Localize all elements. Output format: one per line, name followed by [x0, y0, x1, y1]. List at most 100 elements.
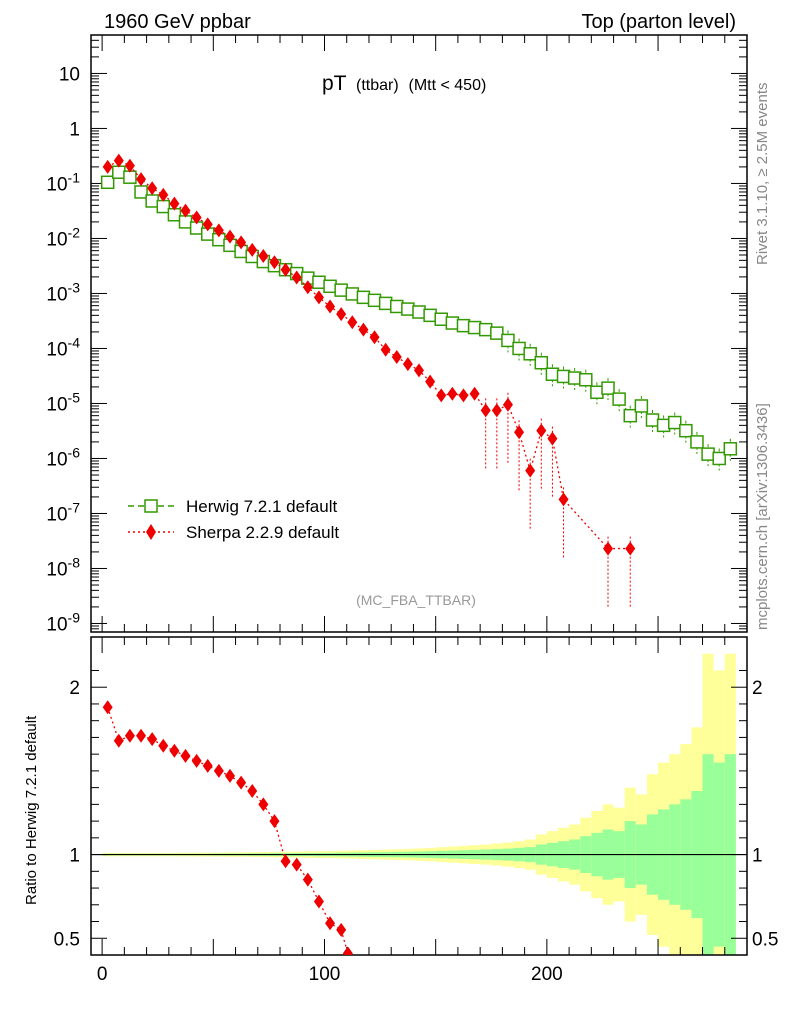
herwig-point: [345, 287, 360, 301]
plot-title-sub1: (ttbar): [356, 77, 399, 94]
herwig-point: [401, 302, 415, 316]
sherpa-point: [224, 229, 235, 244]
sherpa-ratio-point: [336, 922, 347, 937]
legend-entry-herwig: Herwig 7.2.1 default: [128, 497, 337, 516]
sherpa-ratio-point: [313, 894, 324, 909]
legend-sherpa-label: Sherpa 2.2.9 default: [186, 523, 339, 542]
herwig-point: [579, 372, 593, 387]
sherpa-ratio-point: [202, 758, 213, 773]
sherpa-point: [469, 386, 480, 401]
ratio-axis-label: Ratio to Herwig 7.2.1 default: [23, 715, 40, 905]
sherpa-ratio-point: [325, 916, 336, 931]
herwig-point: [334, 283, 348, 297]
sherpa-point: [402, 357, 413, 372]
herwig-point: [156, 199, 171, 214]
ratio-y-tick-label-right: 1: [752, 846, 763, 867]
herwig-point: [134, 185, 148, 199]
herwig-point: [723, 442, 738, 456]
herwig-point: [445, 316, 460, 330]
sherpa-ratio-point: [342, 946, 353, 955]
herwig-point: [423, 308, 437, 323]
sherpa-point: [302, 280, 313, 295]
sherpa-point: [436, 388, 447, 403]
herwig-point: [367, 293, 382, 308]
ratio-y-tick-label: 0.5: [54, 929, 80, 950]
legend-herwig-label: Herwig 7.2.1 default: [186, 497, 337, 516]
sherpa-ratio-point: [258, 797, 269, 812]
sherpa-point: [102, 159, 113, 174]
herwig-point: [612, 392, 626, 406]
herwig-point: [312, 275, 326, 289]
sherpa-point: [558, 492, 569, 507]
legend-herwig-marker: [144, 499, 158, 513]
herwig-point: [712, 451, 726, 466]
legend-sherpa-marker: [146, 524, 156, 540]
y-tick-label: 10-8: [46, 554, 80, 580]
energy-label: 1960 GeV ppbar: [104, 11, 251, 33]
main-plot-frame: [90, 34, 748, 633]
herwig-point: [556, 369, 571, 384]
herwig-point: [112, 165, 126, 179]
herwig-point: [412, 305, 426, 319]
sherpa-point: [291, 270, 302, 285]
sherpa-ratio-point: [180, 748, 191, 763]
sherpa-point: [347, 315, 358, 330]
ratio-y-tick-label-right: 2: [752, 678, 763, 699]
sherpa-point: [202, 217, 213, 232]
herwig-point: [390, 299, 404, 314]
legend: Herwig 7.2.1 default Sherpa 2.2.9 defaul…: [128, 497, 339, 542]
sherpa-ratio-point: [247, 783, 258, 798]
mcplots-source-label: mcplots.cern.ch [arXiv:1306.3436]: [754, 403, 771, 630]
herwig-point: [679, 423, 693, 438]
herwig-point: [634, 399, 649, 413]
sherpa-point: [625, 541, 636, 556]
plot-title-sub2: (Mtt < 450): [409, 77, 487, 94]
herwig-point: [667, 415, 682, 430]
ratio-axes: 0 100 200 2 2 1 1 0.5 0.5: [54, 637, 778, 985]
sherpa-point: [180, 203, 191, 218]
herwig-point: [567, 371, 582, 385]
y-tick-label: 10-9: [46, 609, 80, 635]
sherpa-ratio-point: [158, 738, 169, 753]
sherpa-point: [213, 223, 224, 238]
sherpa-point: [236, 235, 247, 250]
main-data-layer: [100, 153, 738, 609]
sherpa-point: [369, 330, 380, 345]
herwig-point: [690, 435, 704, 449]
sherpa-point: [480, 403, 491, 418]
y-tick-label: 1: [69, 119, 80, 140]
herwig-point: [456, 318, 471, 333]
y-tick-label: 10-3: [46, 279, 80, 305]
sherpa-ratio-point: [124, 728, 135, 743]
sherpa-point: [169, 196, 180, 211]
rivet-version-label: Rivet 3.1.10, ≥ 2.5M events: [754, 83, 771, 266]
sherpa-point: [447, 386, 458, 401]
herwig-point: [478, 322, 493, 337]
sherpa-point: [458, 388, 469, 403]
sherpa-point: [191, 210, 202, 225]
herwig-point: [323, 279, 337, 294]
plot-title-main: pT: [322, 72, 347, 95]
sherpa-ratio-point: [269, 814, 280, 829]
sherpa-line: [107, 159, 631, 550]
ratio-uncertainty-bands: [91, 653, 747, 955]
sherpa-point: [336, 307, 347, 322]
herwig-point: [523, 347, 537, 361]
y-tick-label: 10-7: [46, 499, 80, 525]
sherpa-ratio-point: [147, 732, 158, 747]
sherpa-ratio-line: [107, 707, 349, 954]
herwig-point: [512, 341, 526, 356]
herwig-point: [123, 170, 137, 184]
sherpa-point: [603, 541, 614, 556]
herwig-point: [545, 367, 560, 381]
sherpa-point: [136, 172, 147, 187]
sherpa-point: [269, 255, 280, 270]
herwig-point: [590, 385, 604, 399]
main-axes: 10 1 10-1 10-2 10-3 10-4 10-5 10-6 10-7 10-8 10-9: [46, 34, 747, 635]
sherpa-ratio-point: [280, 854, 291, 869]
ratio-plot-frame: [90, 636, 748, 956]
sherpa-ratio-point: [224, 768, 235, 783]
sherpa-point: [358, 322, 369, 337]
sherpa-point: [525, 463, 536, 478]
